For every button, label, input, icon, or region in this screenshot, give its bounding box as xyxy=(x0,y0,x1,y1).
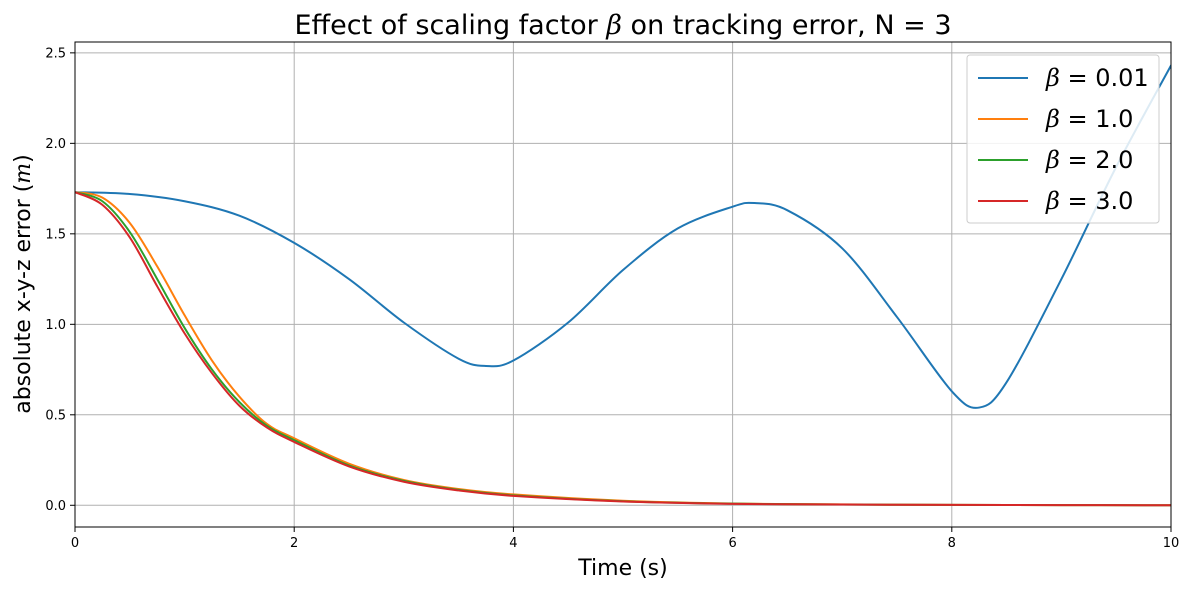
y-tick-label: 1.0 xyxy=(45,318,66,333)
y-tick-label: 2.0 xyxy=(45,137,66,152)
legend-box xyxy=(966,54,1160,224)
series-line-1 xyxy=(75,64,1171,409)
x-tick-label: 2 xyxy=(290,536,298,551)
y-tick-label: 0.0 xyxy=(45,499,66,514)
y-tick-label: 1.5 xyxy=(45,227,66,242)
x-axis-ticks: 0 2 4 6 8 10 xyxy=(71,527,1179,551)
y-tick-label: 0.5 xyxy=(45,408,66,423)
plot-frame xyxy=(74,41,1172,528)
x-tick-label: 8 xyxy=(948,536,956,551)
legend-label-1: β = 0.01 xyxy=(1045,64,1149,92)
x-axis-label: Time (s) xyxy=(577,556,667,581)
x-tick-label: 6 xyxy=(728,536,736,551)
legend-label-3: β = 2.0 xyxy=(1045,146,1133,174)
y-axis-label: absolute x-y-z error (m) xyxy=(11,154,36,414)
legend-label-2: β = 1.0 xyxy=(1045,105,1133,133)
x-tick-label: 0 xyxy=(71,536,79,551)
series-line-4 xyxy=(75,191,1171,507)
y-tick-label: 2.5 xyxy=(45,46,66,61)
y-axis-ticks: 0.0 0.5 1.0 1.5 2.0 2.5 xyxy=(45,46,75,514)
x-tick-label: 10 xyxy=(1163,536,1180,551)
legend: β = 0.01 β = 1.0 β = 2.0 β = 3.0 xyxy=(966,54,1160,224)
chart-title: Effect of scaling factor β on tracking e… xyxy=(294,10,951,41)
x-tick-label: 4 xyxy=(509,536,517,551)
series-group xyxy=(75,64,1171,507)
legend-label-4: β = 3.0 xyxy=(1045,187,1133,215)
